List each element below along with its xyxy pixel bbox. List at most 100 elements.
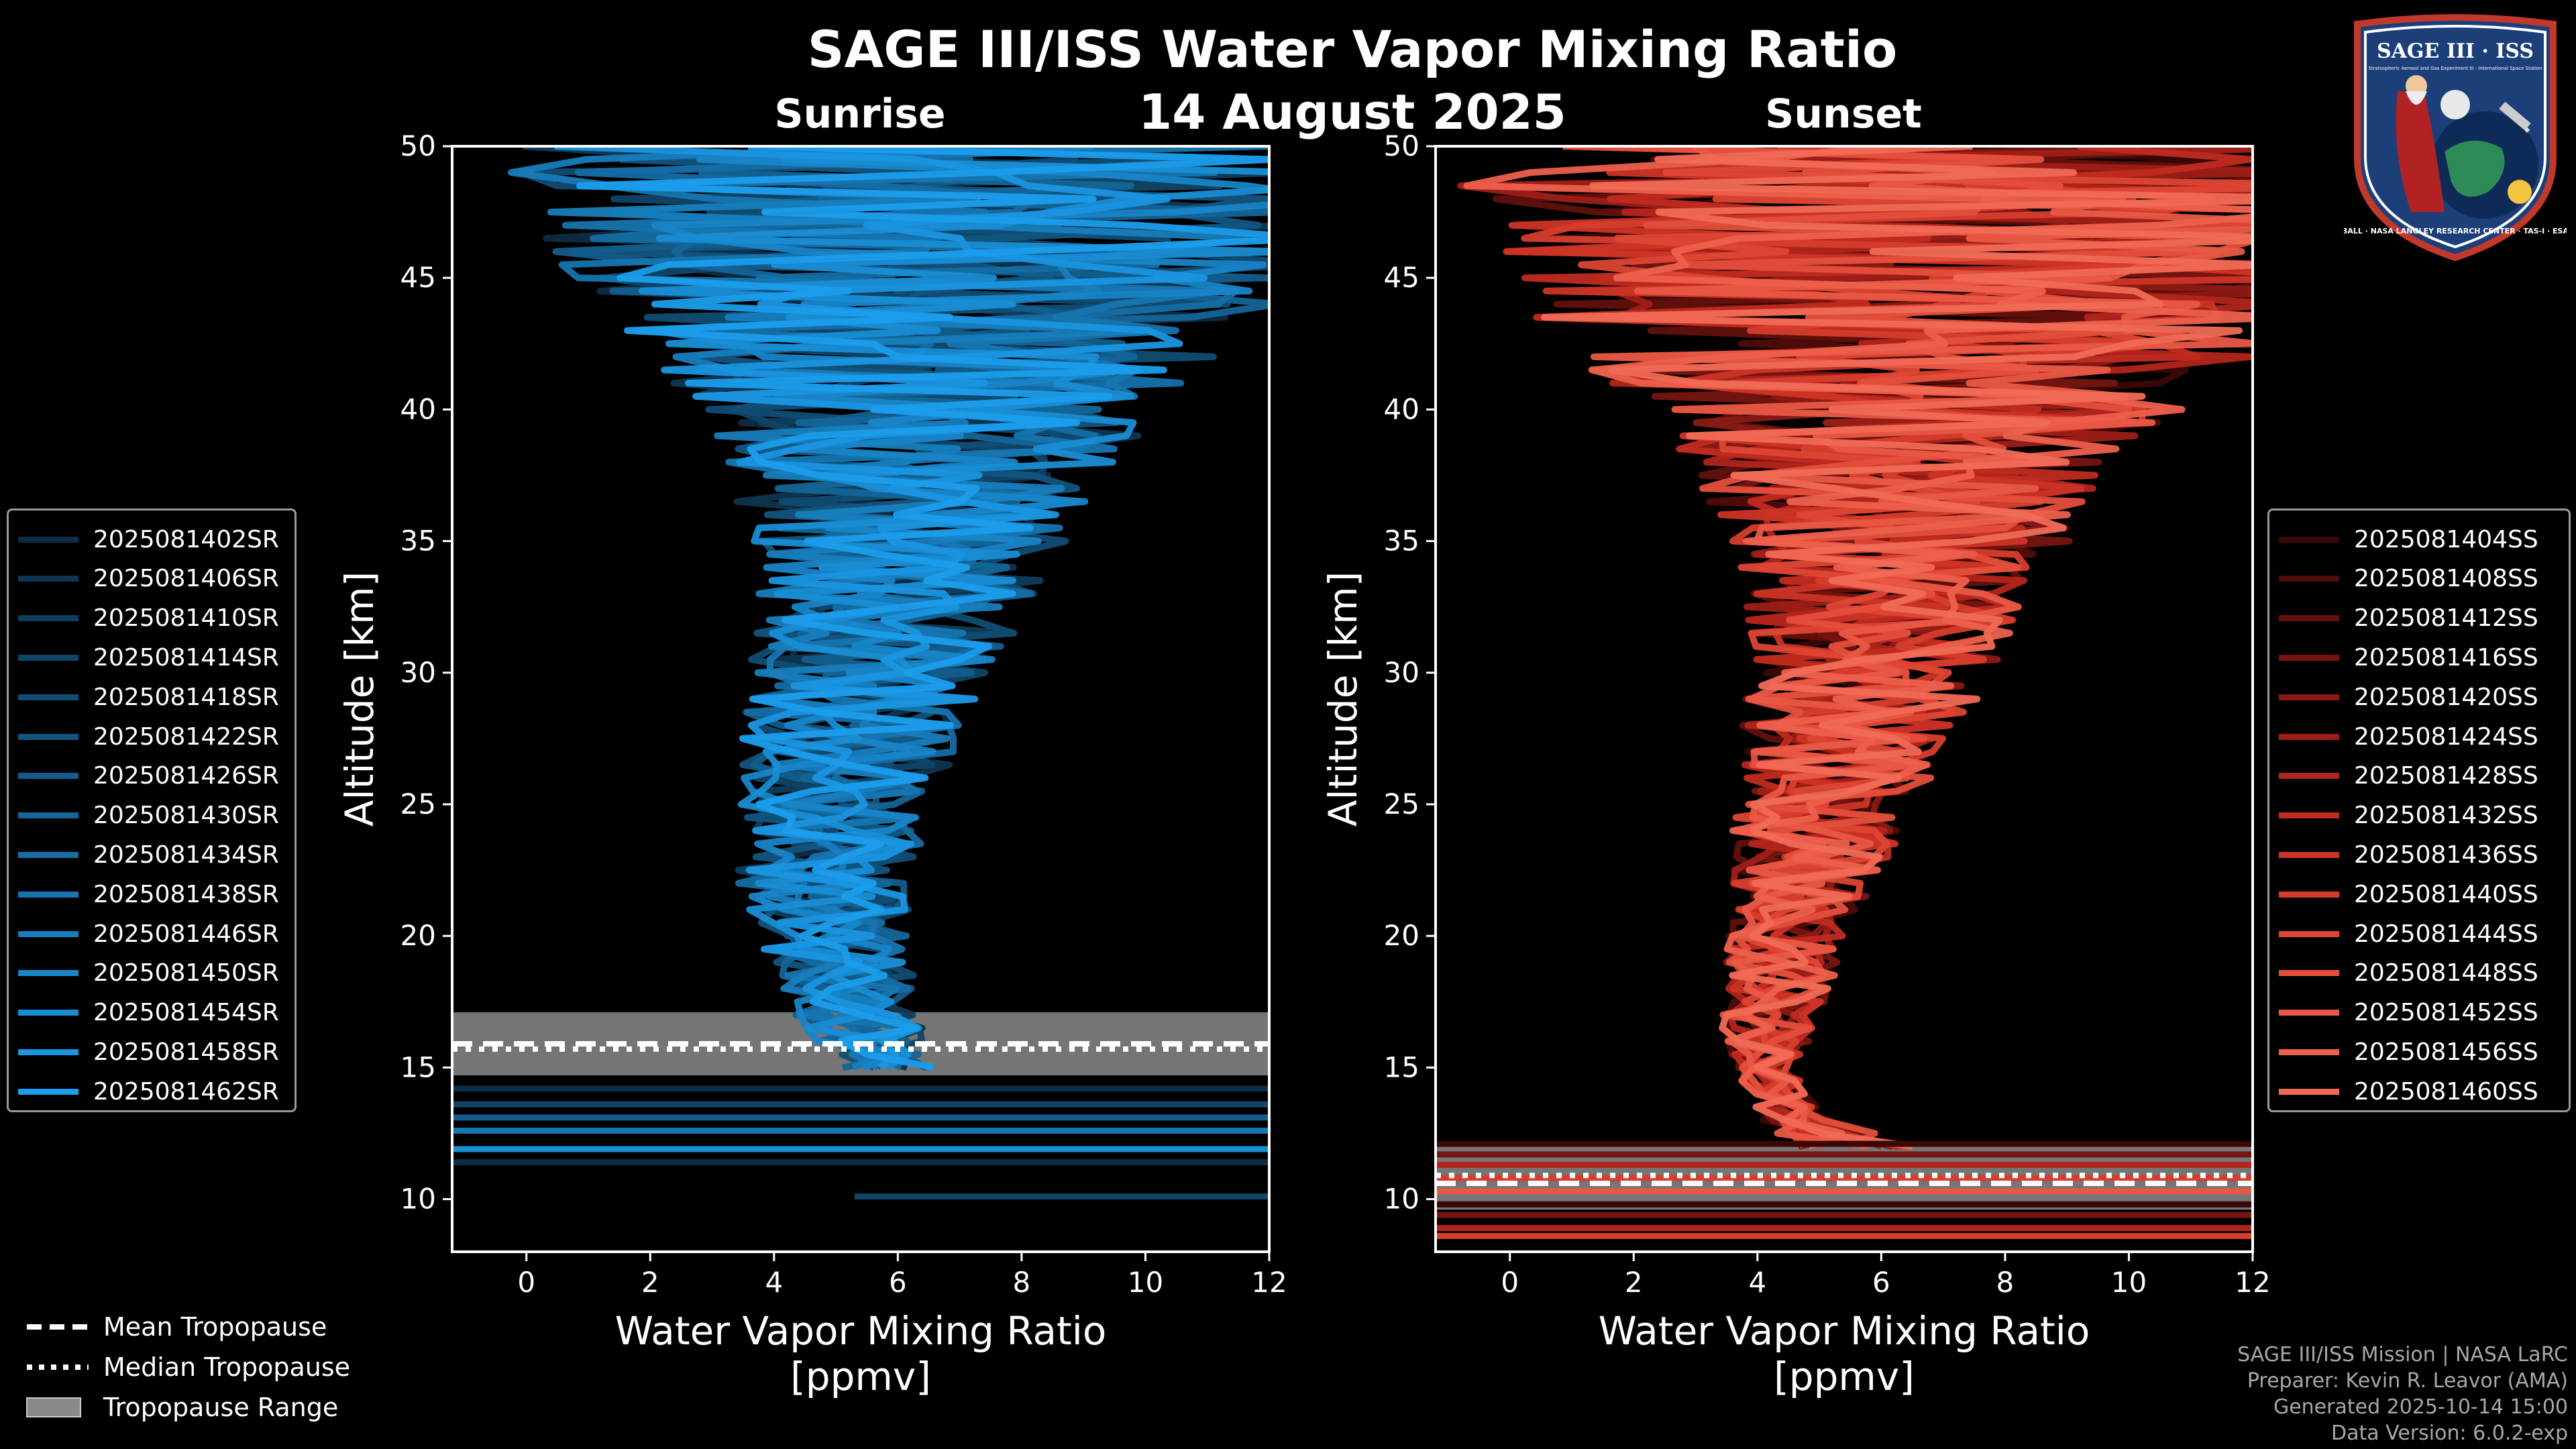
- legend-item: 2025081410SR: [9, 599, 279, 638]
- legend-label: 2025081438SR: [93, 880, 279, 908]
- dashed-line-icon: [27, 1324, 89, 1330]
- legend-item: 2025081446SR: [9, 914, 279, 953]
- legend-label: 2025081430SR: [93, 802, 279, 830]
- legend-label: 2025081456SS: [2354, 1038, 2538, 1066]
- plot-area: [1436, 146, 2253, 1239]
- legend-label: 2025081452SS: [2354, 999, 2538, 1027]
- x-tick-label: 0: [517, 1266, 535, 1299]
- credits-line: Data Version: 6.0.2-exp: [2330, 1421, 2568, 1445]
- legend-swatch: [18, 773, 78, 780]
- y-tick-label: 30: [400, 656, 436, 689]
- legend-item: 2025081404SS: [2269, 520, 2538, 559]
- profile-line: [1541, 146, 2253, 1150]
- legend-swatch: [2279, 615, 2339, 622]
- y-tick-label: 25: [1384, 788, 1419, 820]
- logo-title: SAGE III · ISS: [2377, 40, 2534, 63]
- legend-swatch: [2279, 694, 2339, 700]
- legend-label: 2025081428SS: [2354, 762, 2538, 790]
- legend-item: 2025081438SR: [9, 875, 279, 914]
- legend-swatch: [2279, 576, 2339, 582]
- y-tick-label: 50: [400, 129, 436, 162]
- legend-item: 2025081426SR: [9, 757, 279, 796]
- x-tick-label: 8: [1013, 1266, 1031, 1299]
- legend-swatch: [2279, 970, 2339, 977]
- x-tick-label: 4: [765, 1266, 783, 1299]
- legend-item: 2025081414SR: [9, 638, 279, 677]
- legend-item: 2025081450SR: [9, 954, 279, 993]
- sunrise-plot: 10 15 20 25 30 35 40 45 50 0 2 4 6 8 10 12 Water Vapor M…: [337, 129, 1287, 1399]
- y-tick-label: 50: [1384, 129, 1419, 162]
- x-tick-label: 12: [1251, 1266, 1287, 1299]
- credits-line: Generated 2025-10-14 15:00: [2273, 1395, 2568, 1419]
- legend-swatch: [2279, 930, 2339, 937]
- y-tick-label: 40: [400, 392, 436, 425]
- legend-swatch: [2279, 851, 2339, 858]
- plot-area: [452, 146, 1269, 1200]
- legend-item: 2025081420SS: [2269, 678, 2538, 716]
- logo-ring-text: BALL · NASA LANGLEY RESEARCH CENTER · TA…: [2344, 227, 2567, 235]
- x-tick-label: 4: [1748, 1266, 1766, 1299]
- y-tick-label: 35: [1384, 525, 1419, 557]
- credits-line: SAGE III/ISS Mission | NASA LaRC: [2237, 1343, 2568, 1366]
- legend-swatch: [18, 654, 78, 661]
- legend-label: 2025081454SR: [93, 999, 279, 1027]
- sunrise-panel-title: Sunrise: [774, 91, 945, 138]
- y-tick-label: 40: [1384, 392, 1419, 425]
- legend-label: 2025081410SR: [93, 604, 279, 633]
- credits-block: SAGE III/ISS Mission | NASA LaRC Prepare…: [2237, 1342, 2568, 1446]
- legend-label: 2025081408SS: [2354, 565, 2538, 593]
- legend-swatch: [18, 733, 78, 740]
- legend-label: 2025081434SR: [93, 841, 279, 869]
- legend-label: 2025081460SS: [2354, 1077, 2538, 1106]
- figure-title: SAGE III/ISS Water Vapor Mixing Ratio: [808, 19, 1898, 79]
- x-tick-label: 10: [1128, 1266, 1163, 1299]
- y-tick-label: 10: [400, 1183, 436, 1216]
- legend-swatch: [18, 1088, 78, 1095]
- x-tick-label: 12: [2235, 1266, 2270, 1299]
- sunset-legend: 2025081404SS 2025081408SS 2025081412SS 2025…: [2267, 508, 2571, 1112]
- legend-item: 2025081422SR: [9, 717, 279, 756]
- sunrise-legend: 2025081402SR 2025081406SR 2025081410SR 2025…: [7, 508, 297, 1112]
- legend-swatch: [18, 891, 78, 898]
- legend-label: 2025081444SS: [2354, 920, 2538, 948]
- y-tick-label: 15: [400, 1051, 436, 1083]
- legend-label: 2025081458SR: [93, 1038, 279, 1066]
- x-tick-label: 0: [1501, 1266, 1519, 1299]
- legend-swatch: [18, 1049, 78, 1055]
- legend-item: 2025081448SS: [2269, 954, 2538, 993]
- y-tick-label: 15: [1384, 1051, 1419, 1083]
- x-axis-label: Water Vapor Mixing Ratio [ppmv]: [1599, 1308, 2090, 1399]
- legend-item: 2025081454SR: [9, 994, 279, 1032]
- legend-swatch: [2279, 536, 2339, 543]
- logo-subtitle: Stratospheric Aerosol and Gas Experiment…: [2368, 66, 2542, 71]
- legend-swatch: [2279, 773, 2339, 780]
- legend-label: 2025081416SS: [2354, 643, 2538, 672]
- legend-item: 2025081408SS: [2269, 559, 2538, 598]
- legend-swatch: [18, 970, 78, 977]
- legend-label: 2025081418SR: [93, 683, 279, 711]
- x-tick-label: 2: [641, 1266, 659, 1299]
- legend-item: 2025081432SS: [2269, 796, 2538, 835]
- legend-item: 2025081436SS: [2269, 835, 2538, 874]
- y-tick-label: 35: [400, 525, 436, 557]
- legend-label: 2025081422SR: [93, 722, 279, 751]
- legend-swatch: [2279, 1088, 2339, 1095]
- legend-label: 2025081450SR: [93, 959, 279, 987]
- tropopause-legend-range: Tropopause Range: [24, 1387, 350, 1428]
- legend-swatch: [2279, 1049, 2339, 1055]
- tropopause-legend-range-label: Tropopause Range: [103, 1393, 339, 1422]
- tropopause-legend-median-label: Median Tropopause: [103, 1352, 350, 1382]
- legend-item: 2025081430SR: [9, 796, 279, 835]
- legend-swatch: [18, 851, 78, 858]
- sunset-plot: 10 15 20 25 30 35 40 45 50 0 2 4 6 8 10 12 Water Vapor M…: [1320, 129, 2271, 1399]
- sage-iii-iss-logo: SAGE III · ISS Stratospheric Aerosol and…: [2344, 14, 2567, 262]
- legend-swatch: [2279, 891, 2339, 898]
- legend-item: 2025081418SR: [9, 678, 279, 716]
- legend-label: 2025081404SS: [2354, 525, 2538, 553]
- legend-item: 2025081416SS: [2269, 638, 2538, 677]
- dotted-line-icon: [27, 1364, 89, 1370]
- legend-swatch: [2279, 654, 2339, 661]
- x-tick-label: 10: [2111, 1266, 2147, 1299]
- legend-swatch: [18, 812, 78, 819]
